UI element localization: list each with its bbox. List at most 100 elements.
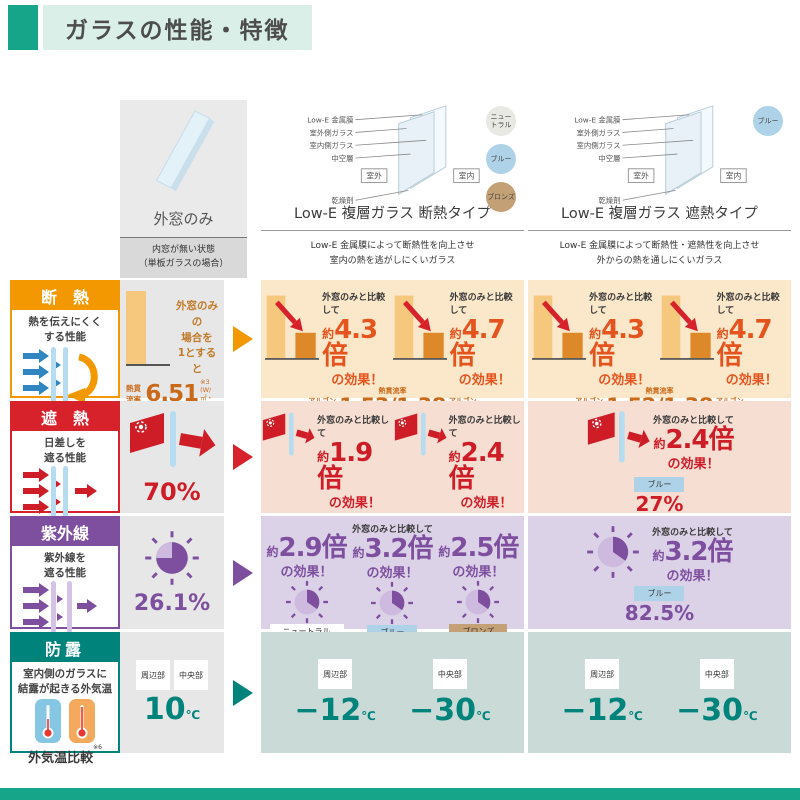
bar-drop-chart-icon: [659, 295, 714, 360]
cell-insulation-right: 外窓のみと比較して 約4.3倍 の効果！ 外窓のみと比較して 約4.7倍: [528, 280, 791, 424]
title-accent-square: [8, 5, 38, 50]
comparison-panel: 外窓のみと比較して 約4.7倍 の効果！: [659, 286, 788, 388]
sun-pie-icon: [457, 580, 500, 624]
temp-group-center: 中央部 −30℃: [676, 659, 758, 726]
flow-arrow-shield: [224, 401, 261, 513]
single-glass-pane-icon: [120, 100, 247, 208]
thermometer-icons: [29, 697, 101, 747]
comparison-table: 外窓のみ 内窓が無い状態 （単板ガラスの場合） Low-E 金属膜 室外側ガラス…: [10, 100, 791, 766]
stat-blue: ブルー 82.5%: [625, 585, 694, 625]
cell-insulation-mid: 外窓のみと比較して 約4.3倍 の効果！ 外窓のみと比較して 約4.7倍: [261, 280, 524, 424]
page-title: ガラスの性能・特徴: [43, 5, 312, 50]
row-header-shield: 遮 熱 日差しを 遮る性能 日射熱取得率: [10, 401, 120, 543]
shield-type-desc: Low-E 金属膜によって断熱性・遮熱性を向上させ 外からの熱を通しにくいガラス: [528, 230, 791, 277]
baseline-bar-chart: [126, 288, 170, 366]
baseline-note: 外窓のみの 場合を 1とすると: [176, 300, 218, 375]
cell-uv-right: 外窓のみと比較して 約3.2倍 の効果！ ブルー 82.5%: [528, 516, 791, 629]
glass-unit-diagram: Low-E 金属膜 室外側ガラス 室内側ガラス 中空層 乾燥剤 室外 室内 ニュ…: [261, 100, 524, 212]
row-trait-insulation: 熱を伝えにくく する性能: [28, 316, 102, 344]
sun-pie-icon: [587, 526, 639, 578]
label-inside: 室内: [459, 171, 475, 181]
temp-group-perimeter: 周辺部 −12℃: [294, 659, 376, 726]
label-center: 中央部: [699, 659, 734, 689]
cell-insulation-outer: 外窓のみの 場合を 1とすると 熱貫流率 6.51 ※3(W/㎡・K): [120, 280, 224, 410]
sun-arrow-icon: [130, 410, 216, 467]
swatch-neutral: ニュー トラル: [486, 106, 516, 136]
page-title-bar: ガラスの性能・特徴: [8, 5, 312, 50]
cell-shield-outer: 70%: [120, 401, 224, 513]
label-air-layer: 中空層: [598, 154, 620, 163]
flow-arrow-condensation: [224, 632, 261, 753]
row-trait-condensation: 室内側のガラスに 結露が起きる外気温: [17, 668, 113, 696]
row-header-condensation: 防露 室内側のガラスに 結露が起きる外気温 外気温比較 ※: [10, 632, 120, 766]
label-outside: 室外: [633, 171, 649, 181]
sun-pie-icon: [371, 581, 414, 625]
label-desiccant: 乾燥剤: [598, 196, 620, 205]
row-header-uv: 紫外線 紫外線を 遮る性能 紫外線カット率: [10, 516, 120, 656]
comparison-panel: 外窓のみと比較して 約4.3倍 の効果！: [265, 286, 393, 388]
sun-pie-icon: [285, 580, 328, 624]
cell-shield-right: 外窓のみと比較して 約2.4倍 の効果！ ブルー 27%: [528, 401, 791, 516]
uv-cut-outer: 26.1%: [133, 590, 211, 616]
temp-group-perimeter: 周辺部 −12℃: [561, 659, 643, 726]
row-name-shield: 遮 熱: [12, 403, 118, 431]
temp-outer: 10℃: [143, 692, 201, 727]
bar-drop-chart-icon: [392, 295, 447, 360]
label-outside: 室外: [366, 171, 382, 181]
row-name-uv: 紫外線: [12, 518, 118, 546]
flow-arrow-uv: [224, 516, 261, 629]
comparison-panel: 外窓のみと比較して 約4.7倍 の効果！: [392, 286, 521, 388]
swatch-bronze: ブロンズ: [486, 182, 516, 212]
label-lowe-film: Low-E 金属膜: [574, 116, 621, 125]
cell-condensation-mid: 周辺部 −12℃ 中央部 −30℃: [261, 632, 524, 753]
shield-type-title: Low-E 複層ガラス 遮熱タイプ: [561, 206, 758, 223]
label-outer-glass: 室外側ガラス: [576, 128, 620, 137]
row-trait-shield: 日差しを 遮る性能: [44, 437, 86, 465]
label-lowe-film: Low-E 金属膜: [307, 116, 354, 125]
temp-group-center: 中央部 −30℃: [409, 659, 491, 726]
cell-condensation-outer: 周辺部 中央部 10℃: [120, 632, 224, 753]
sun-pie-icon: [145, 530, 199, 585]
sun-arrow-icon: [262, 412, 315, 456]
insulation-type-header: Low-E 金属膜 室外側ガラス 室内側ガラス 中空層 乾燥剤 室外 室内 ニュ…: [261, 100, 524, 277]
label-inside: 室内: [726, 171, 742, 181]
glass-section-diagram: Low-E 金属膜 室外側ガラス 室内側ガラス 中空層 乾燥剤 室外 室内: [574, 105, 747, 205]
metric-condensation: 外気温比較 ※6: [28, 744, 102, 767]
label-perimeter: 周辺部: [585, 659, 620, 689]
label-inner-glass: 室内側ガラス: [576, 141, 620, 150]
label-air-layer: 中空層: [331, 154, 353, 163]
cell-condensation-right: 周辺部 −12℃ 中央部 −30℃: [528, 632, 791, 753]
shield-type-header: Low-E 金属膜 室外側ガラス 室内側ガラス 中空層 乾燥剤 室外 室内 ブル…: [528, 100, 791, 277]
row-name-condensation: 防露: [12, 634, 118, 662]
label-perimeter: 周辺部: [136, 660, 170, 690]
flow-arrow-insulation: [224, 280, 261, 398]
label-outer-glass: 室外側ガラス: [309, 128, 353, 137]
insulation-type-desc: Low-E 金属膜によって断熱性を向上させ 室内の熱を逃がしにくいガラス: [261, 230, 524, 277]
bar-drop-chart-icon: [265, 295, 320, 360]
metric-ref: ※6: [93, 744, 102, 752]
outer-window-header-card: 外窓のみ 内窓が無い状態 （単板ガラスの場合）: [120, 100, 247, 278]
label-center: 中央部: [432, 659, 467, 689]
glass-section-diagram: Low-E 金属膜 室外側ガラス 室内側ガラス 中空層 乾燥剤 室外 室内: [307, 105, 480, 205]
insulation-type-title: Low-E 複層ガラス 断熱タイプ: [294, 206, 491, 223]
sun-arrow-icon: [588, 411, 650, 463]
outer-window-title: 外窓のみ: [153, 210, 214, 228]
comparison-panel: 外窓のみと比較して 約4.3倍 の効果！: [532, 286, 660, 388]
label-desiccant: 乾燥剤: [331, 196, 353, 205]
solar-gain-outer: 70%: [143, 477, 201, 506]
color-swatches: ブルー: [753, 106, 783, 136]
label-center: 中央部: [174, 660, 208, 690]
heat-shield-icon: [23, 466, 107, 524]
swatch-blue: ブルー: [486, 144, 516, 174]
stat-blue: ブルー 27%: [634, 477, 685, 516]
sun-arrow-icon: [394, 412, 447, 456]
outer-window-subtitle: 内窓が無い状態 （単板ガラスの場合）: [120, 237, 247, 278]
bar-drop-chart-icon: [532, 295, 587, 360]
label-perimeter: 周辺部: [318, 659, 353, 689]
row-header-insulation: 断 熱 熱を伝えにくく する性能: [10, 280, 120, 426]
row-name-insulation: 断 熱: [12, 282, 118, 310]
swatch-blue: ブルー: [753, 106, 783, 136]
